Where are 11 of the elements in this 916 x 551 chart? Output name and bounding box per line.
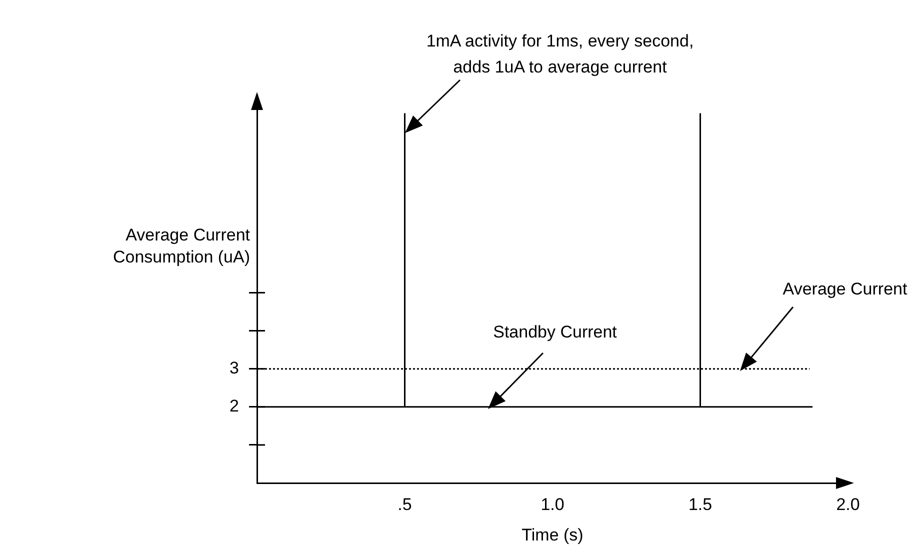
- x-axis-title: Time (s): [522, 526, 584, 545]
- x-tick-label: 1.0: [540, 494, 564, 514]
- x-tick-label: 2.0: [836, 494, 860, 514]
- y-tick-label: 2: [230, 396, 239, 416]
- x-tick-label: .5: [398, 494, 412, 514]
- y-tick-label: 3: [230, 358, 239, 378]
- x-tick-label: 1.5: [688, 494, 712, 514]
- y-axis-title: Average Current Consumption (uA): [112, 225, 250, 266]
- text: 1mA activity for 1ms, every second, adds 1uA to average current: [426, 32, 694, 77]
- annotation: Standby Current: [493, 322, 618, 342]
- annotation: Average Current: [782, 280, 908, 299]
